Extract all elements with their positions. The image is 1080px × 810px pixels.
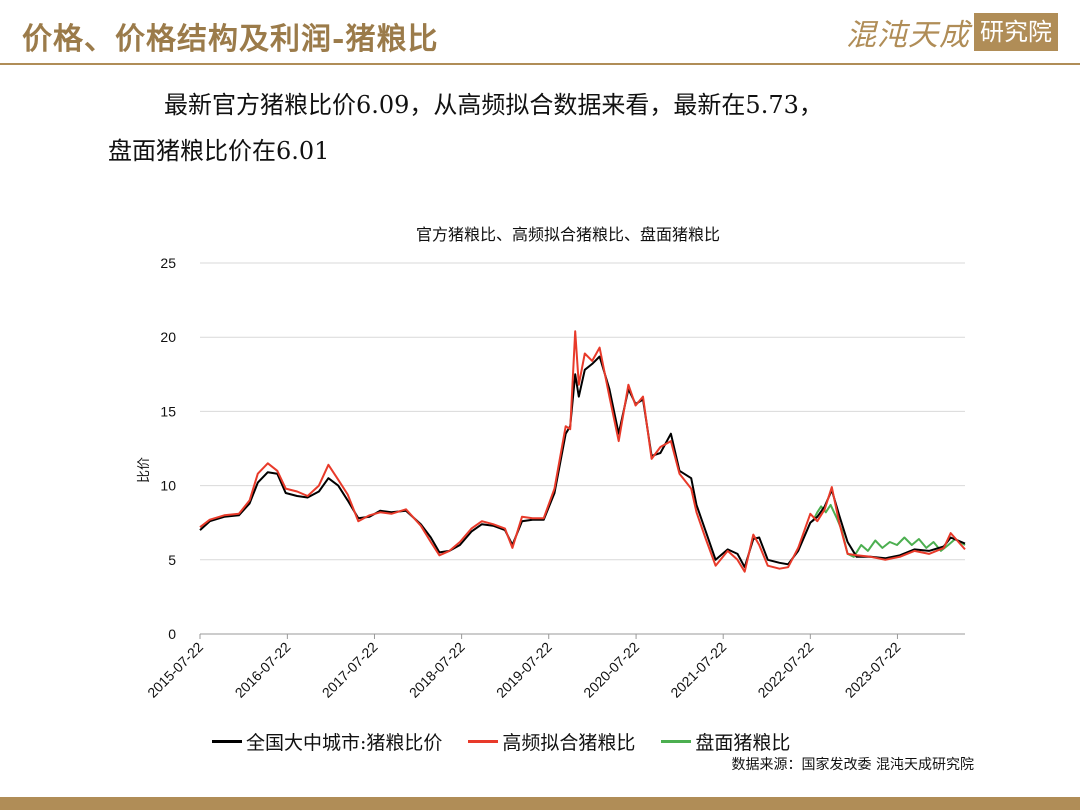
series-line-official [199,355,966,569]
series-lines [199,330,966,573]
y-tick-label: 0 [168,626,176,642]
gridlines [200,262,965,635]
x-tick-label: 2015-07-22 [144,639,206,701]
y-tick-label: 5 [168,552,176,568]
x-tick-label: 2019-07-22 [493,639,555,701]
series-line-fitted [199,330,966,573]
y-axis-ticks: 0 5 10 15 20 25 [160,255,176,642]
x-tick-label: 2017-07-22 [319,639,381,701]
summary-text: 最新官方猪粮比价6.09，从高频拟合数据来看，最新在5.73， 盘面猪粮比价在6… [108,82,1008,174]
legend-label-official: 全国大中城市:猪粮比价 [246,732,443,754]
x-tick-label: 2020-07-22 [580,639,642,701]
x-tick-label: 2023-07-22 [842,639,904,701]
logo-text: 混沌天成 [846,18,970,53]
legend-label-fitted: 高频拟合猪粮比 [502,732,636,754]
x-tick-label: 2016-07-22 [232,639,294,701]
summary-line-2: 盘面猪粮比价在6.01 [108,137,330,165]
x-axis-ticks: 2015-07-22 2016-07-22 2017-07-22 2018-07-22… [144,634,904,701]
legend-item-futures: 盘面猪粮比 [661,728,790,755]
summary-line-1: 最新官方猪粮比价6.09，从高频拟合数据来看，最新在5.73， [164,91,823,119]
legend-item-fitted: 高频拟合猪粮比 [468,728,635,755]
chart-legend: 全国大中城市:猪粮比价 高频拟合猪粮比 盘面猪粮比 [212,728,816,755]
footer-bar [0,797,1080,810]
chart-title: 官方猪粮比、高频拟合猪粮比、盘面猪粮比 [416,225,720,244]
y-axis-label: 比价 [136,457,151,483]
logo-box-text: 研究院 [974,13,1058,51]
y-tick-label: 15 [160,403,176,419]
y-tick-label: 20 [160,329,176,345]
company-logo: 混沌天成 研究院 [846,12,1058,53]
series-line-futures [811,503,966,558]
x-tick-label: 2021-07-22 [667,639,729,701]
y-tick-label: 10 [160,478,176,494]
legend-swatch-fitted [468,740,499,743]
x-tick-label: 2018-07-22 [406,639,468,701]
x-tick-label: 2022-07-22 [754,639,816,701]
legend-swatch-futures [661,740,692,743]
data-source-note: 数据来源：国家发改委 混沌天成研究院 [731,757,974,773]
legend-item-official: 全国大中城市:猪粮比价 [212,728,442,755]
header-divider [0,63,1080,65]
legend-swatch-official [212,740,242,743]
page-title: 价格、价格结构及利润-猪粮比 [22,22,439,57]
y-tick-label: 25 [160,255,176,271]
legend-label-futures: 盘面猪粮比 [695,732,791,754]
